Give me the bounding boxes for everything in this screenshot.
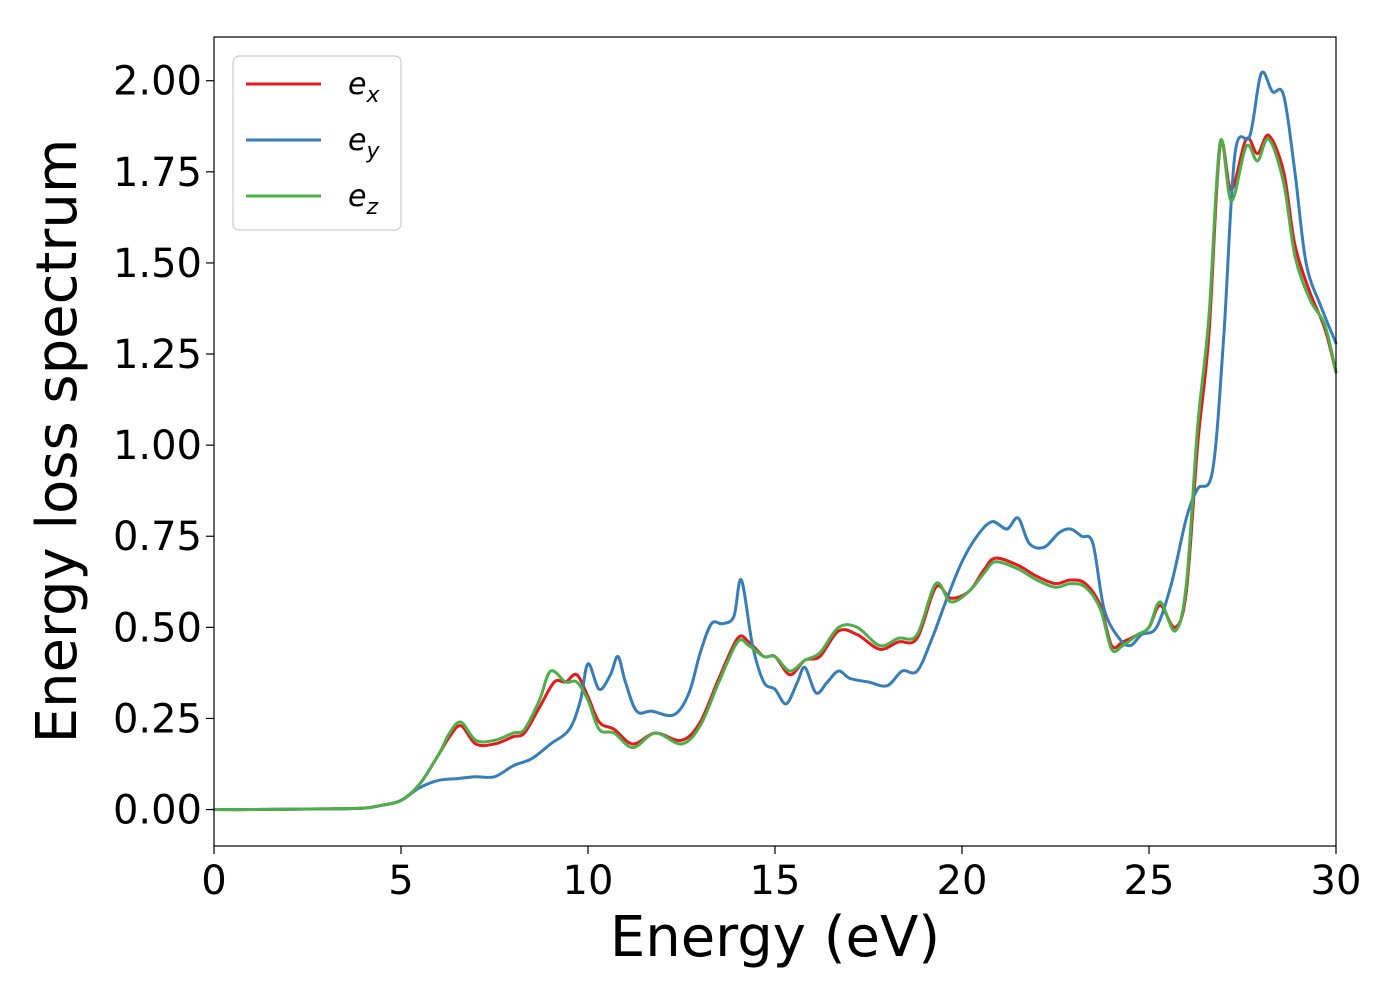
y-axis-title: Energy loss spectrum [25, 139, 90, 744]
legend-box [232, 55, 402, 231]
y-tick-label: 1.75 [113, 150, 202, 196]
y-tick-label: 2.00 [113, 59, 202, 105]
x-tick-label: 25 [1124, 858, 1175, 904]
x-tick-label: 10 [563, 858, 614, 904]
series-line-z [212, 137, 1338, 812]
y-tick-label: 0.25 [113, 696, 202, 742]
x-tick-label: 15 [750, 858, 801, 904]
x-axis: 0 5 10 15 20 25 30 [201, 846, 1361, 904]
y-tick-label: 0.75 [113, 514, 202, 560]
y-tick-label: 1.00 [113, 423, 202, 469]
legend-item-y: ey [246, 123, 380, 164]
y-tick-label: 1.25 [113, 332, 202, 378]
series-line-x [212, 133, 1338, 812]
x-axis-title: Energy (eV) [610, 905, 940, 970]
y-axis: 0.00 0.25 0.50 0.75 1.00 1.25 1.50 1.75 2.00 [113, 59, 214, 834]
series-layer [212, 70, 1338, 812]
x-tick-label: 20 [937, 858, 988, 904]
x-tick-label: 5 [388, 858, 413, 904]
legend-label: ey [348, 123, 380, 164]
y-tick-label: 1.50 [113, 241, 202, 287]
y-tick-label: 0.00 [113, 788, 202, 834]
x-tick-label: 30 [1311, 858, 1362, 904]
y-tick-label: 0.50 [113, 605, 202, 651]
x-tick-label: 0 [201, 858, 226, 904]
